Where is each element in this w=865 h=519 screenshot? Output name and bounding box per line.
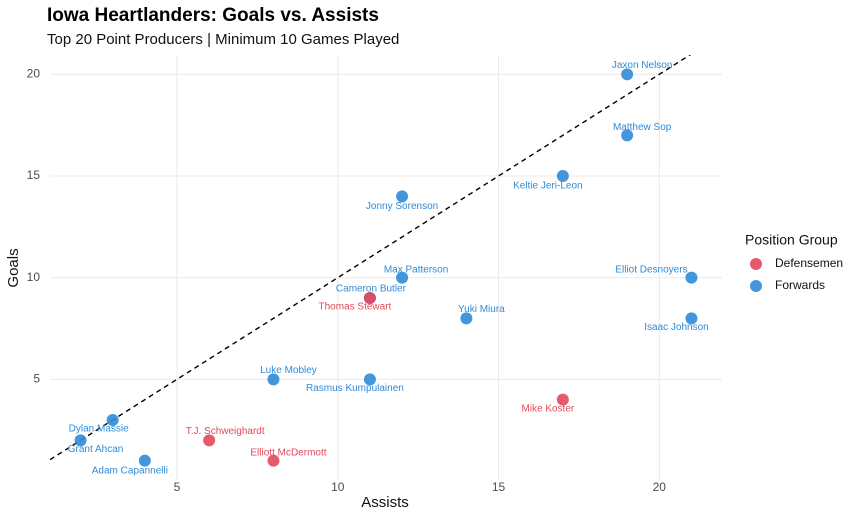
chart-title: Iowa Heartlanders: Goals vs. Assists	[47, 5, 379, 26]
point-label: Dylan Massie	[69, 424, 129, 435]
legend-title: Position Group	[745, 232, 838, 248]
reference-line	[50, 55, 692, 461]
point-label: Elliott McDermott	[250, 447, 326, 458]
point	[106, 414, 119, 427]
point-label: Isaac Johnson	[644, 322, 709, 333]
point-label: T.J. Schweighardt	[186, 426, 265, 437]
y-tick-label: 10	[27, 270, 41, 284]
point-label: Mike Koster	[521, 403, 574, 414]
point	[363, 292, 376, 305]
point-label: Matthew Sop	[613, 122, 672, 133]
point-label: Max Patterson	[384, 264, 448, 275]
point-label: Yuki Miura	[458, 304, 505, 315]
point	[363, 373, 376, 386]
point	[203, 434, 216, 447]
point	[267, 373, 280, 386]
point	[267, 454, 280, 467]
point-label: Adam Capannelli	[92, 465, 168, 476]
y-tick-label: 15	[27, 168, 41, 182]
point	[556, 393, 569, 406]
chart-subtitle: Top 20 Point Producers | Minimum 10 Game…	[47, 31, 399, 48]
legend-label: Forwards	[775, 278, 825, 292]
point	[685, 312, 698, 325]
point	[138, 454, 151, 467]
y-tick-label: 20	[27, 66, 41, 80]
point-label: Thomas Stewart	[319, 302, 392, 313]
point	[460, 312, 473, 325]
point	[621, 68, 634, 81]
x-tick-label: 15	[492, 480, 506, 494]
legend-label: Defensemen	[775, 256, 843, 270]
x-tick-label: 5	[174, 480, 181, 494]
legend-marker	[750, 258, 762, 270]
point	[74, 434, 87, 447]
legend-marker	[750, 280, 762, 292]
y-axis-title: Goals	[5, 248, 22, 287]
point-label: Elliot Desnoyers	[615, 264, 687, 275]
y-tick-label: 5	[33, 372, 40, 386]
point	[396, 271, 409, 284]
x-axis-title: Assists	[361, 494, 409, 511]
point	[556, 169, 569, 182]
point-label: Luke Mobley	[260, 365, 317, 376]
point	[621, 129, 634, 142]
point-label: Jonny Sorenson	[366, 201, 438, 212]
point	[685, 271, 698, 284]
point-label: Jaxon Nelson	[612, 60, 673, 71]
point	[396, 190, 409, 203]
point-label: Grant Ahcan	[68, 444, 124, 455]
x-tick-label: 10	[331, 480, 345, 494]
point-label: Cameron Butler	[336, 284, 407, 295]
point-label: Keltie Jeri-Leon	[513, 181, 582, 192]
x-tick-label: 20	[653, 480, 667, 494]
point-label: Rasmus Kumpulainen	[306, 383, 404, 394]
